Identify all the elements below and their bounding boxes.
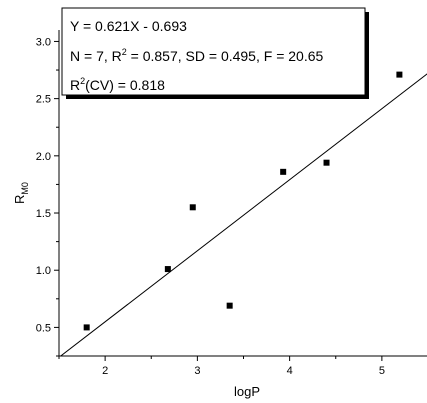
y-tick-label: 1.0 <box>36 265 51 277</box>
stats-line: N = 7, R2 = 0.857, SD = 0.495, F = 20.65 <box>70 47 324 64</box>
y-axis-title: RM0 <box>12 182 30 204</box>
x-tick-label: 5 <box>379 365 385 377</box>
y-tick-label: 2.0 <box>36 151 51 163</box>
x-tick-label: 4 <box>287 365 293 377</box>
x-tick-label: 3 <box>194 365 200 377</box>
cv-line-part1: R <box>70 77 80 93</box>
data-point <box>323 159 330 166</box>
data-point <box>83 324 90 331</box>
stats-line-part1: N = 7, R <box>70 48 122 64</box>
y-tick-label: 1.5 <box>36 208 51 220</box>
data-point <box>226 302 233 309</box>
data-point <box>280 168 287 175</box>
regression-stats-box: Y = 0.621X - 0.693 N = 7, R2 = 0.857, SD… <box>61 7 369 99</box>
x-axis-title: logP <box>234 384 260 399</box>
cv-line: R2(CV) = 0.818 <box>70 76 165 93</box>
regression-line <box>59 73 427 356</box>
y-tick-label: 0.5 <box>36 322 51 334</box>
y-axis-title-main: R <box>12 195 27 204</box>
stats-box-frame <box>61 7 366 96</box>
data-point <box>164 266 171 273</box>
stats-line-part2: = 0.857, SD = 0.495, F = 20.65 <box>127 48 324 64</box>
cv-line-superscript: 2 <box>80 76 85 86</box>
y-tick-label: 2.5 <box>36 94 51 106</box>
y-tick-label: 3.0 <box>36 36 51 48</box>
regression-line-layer <box>59 73 427 356</box>
tick-labels-layer: 2 3 4 5 0.5 1.0 1.5 2.0 2.5 3.0 <box>36 36 385 377</box>
axes <box>54 30 427 361</box>
data-points-layer <box>83 71 403 331</box>
stats-line-superscript: 2 <box>122 47 127 57</box>
equation-line: Y = 0.621X - 0.693 <box>70 18 187 34</box>
cv-line-part2: (CV) = 0.818 <box>85 77 165 93</box>
data-point <box>189 204 196 211</box>
x-tick-label: 2 <box>102 365 108 377</box>
y-axis-title-subscript: M0 <box>20 182 30 195</box>
data-point <box>396 71 403 78</box>
